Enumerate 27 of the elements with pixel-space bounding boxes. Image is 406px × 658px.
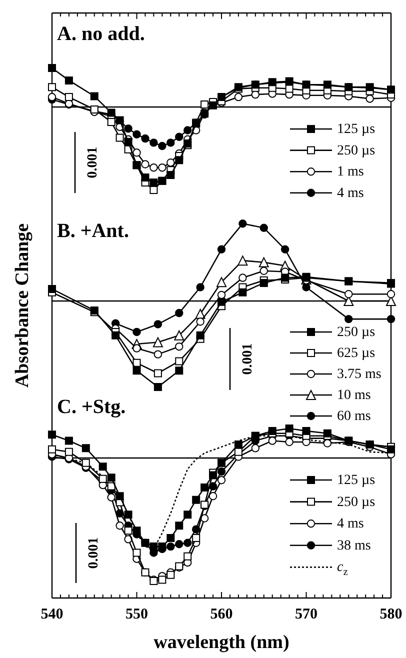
x-tick-label: 540 bbox=[40, 606, 64, 623]
legend-label: 10 ms bbox=[337, 388, 371, 402]
legend-label: 625 µs bbox=[337, 346, 376, 360]
x-axis-title: wavelength (nm) bbox=[154, 632, 290, 653]
annotation: 0.001 bbox=[86, 537, 102, 569]
chart-title: B. +Ant. bbox=[57, 220, 129, 242]
chart-title: C. +Stg. bbox=[57, 396, 126, 418]
legend-label: 1 ms bbox=[337, 164, 364, 180]
annotation: 0.001 bbox=[240, 343, 256, 375]
y-axis-title: Absorbance Change bbox=[12, 223, 33, 388]
legend-label: 125 µs bbox=[337, 122, 376, 136]
legend-label: 125 µs bbox=[337, 472, 376, 488]
legend-label: c$_{z}$ bbox=[337, 560, 348, 578]
legend-label: 60 ms bbox=[337, 408, 371, 424]
legend-label: 250 µs bbox=[337, 494, 376, 510]
x-tick-label: 560 bbox=[210, 606, 233, 623]
legend-label: 250 µs bbox=[337, 324, 376, 340]
annotation: 0.001 bbox=[86, 146, 100, 178]
legend-label: 4 ms bbox=[337, 516, 364, 532]
x-tick-label: 580 bbox=[380, 606, 402, 623]
x-tick-label: 550 bbox=[126, 606, 148, 623]
x-tick-label: 570 bbox=[295, 606, 318, 623]
legend-label: 3.75 ms bbox=[337, 366, 382, 382]
legend-label: 38 ms bbox=[337, 538, 371, 553]
legend-label: 250 µs bbox=[337, 142, 376, 158]
chart-title: A. no add. bbox=[57, 23, 145, 45]
legend-label: 4 ms bbox=[337, 185, 364, 200]
